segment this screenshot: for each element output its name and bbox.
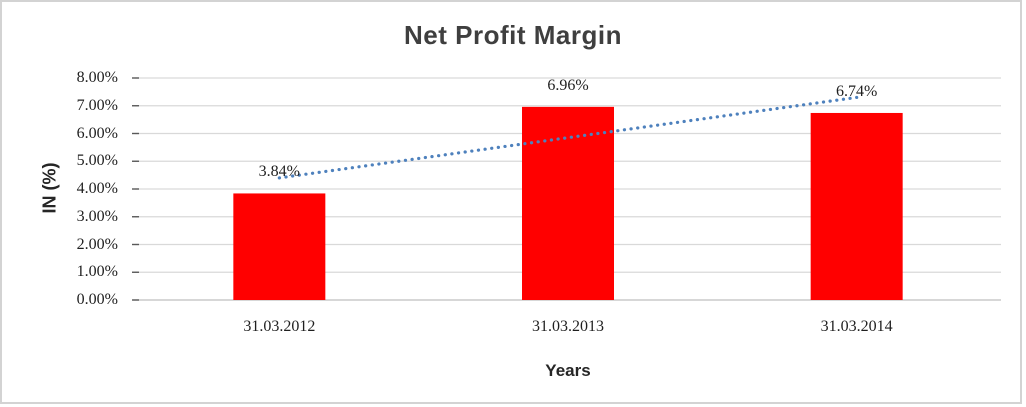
y-tick-label: 0.00% <box>76 291 118 308</box>
bar <box>810 112 903 300</box>
chart-title: Net Profit Margin <box>404 20 622 50</box>
y-tick-label: 1.00% <box>76 263 118 281</box>
data-label: 3.84% <box>258 163 300 181</box>
x-tick-label: 31.03.2012 <box>243 318 316 335</box>
y-tick-label: 5.00% <box>76 152 118 170</box>
y-tick-label: 2.00% <box>76 235 118 253</box>
y-tick-label: 6.00% <box>76 124 118 142</box>
y-tick-label: 4.00% <box>76 180 118 197</box>
data-label: 6.74% <box>835 82 878 100</box>
bar <box>233 193 326 300</box>
data-label: 6.96% <box>547 76 589 94</box>
x-tick-label: 31.03.2014 <box>820 318 893 335</box>
x-axis-title: Years <box>545 361 591 380</box>
bar <box>522 106 614 300</box>
y-tick-label: 3.00% <box>76 207 118 225</box>
x-tick-label: 31.03.2013 <box>532 318 604 335</box>
y-tick-label: 8.00% <box>76 69 118 86</box>
y-tick-label: 7.00% <box>76 96 118 114</box>
